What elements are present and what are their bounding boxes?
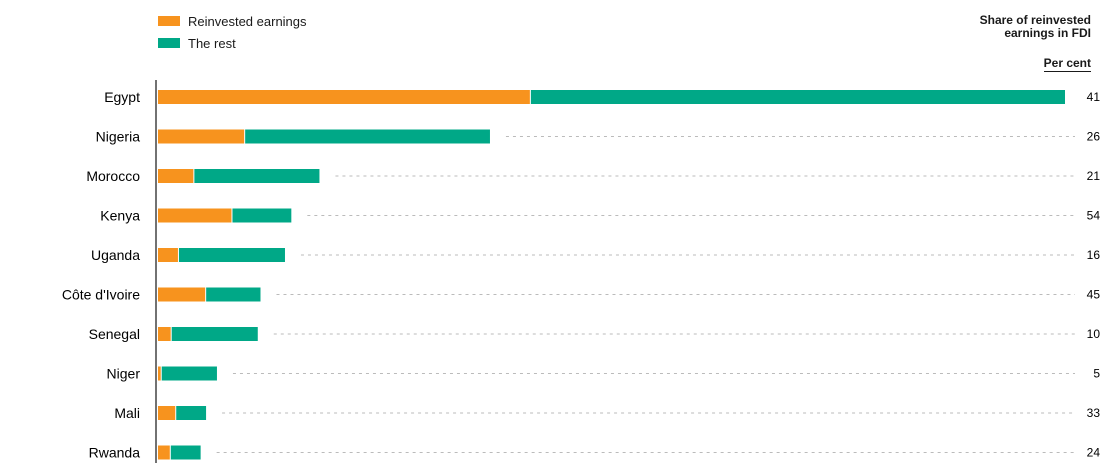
share-column-title-line2: earnings in FDI bbox=[1004, 26, 1091, 40]
bar-reinvested bbox=[158, 248, 178, 262]
bar-rest bbox=[161, 366, 217, 381]
category-label: Mali bbox=[114, 405, 140, 421]
bar-reinvested bbox=[158, 287, 206, 302]
bar-rest bbox=[170, 445, 201, 460]
share-value-label: 33 bbox=[1087, 406, 1101, 420]
legend-swatch-rest bbox=[158, 38, 180, 48]
bar-reinvested bbox=[158, 90, 530, 104]
category-label: Egypt bbox=[104, 89, 140, 105]
bar-reinvested bbox=[158, 208, 232, 223]
bar-rest bbox=[194, 169, 320, 183]
share-value-label: 24 bbox=[1087, 446, 1101, 460]
share-value-label: 10 bbox=[1087, 327, 1101, 341]
bar-rest bbox=[206, 287, 261, 302]
legend: Reinvested earnings The rest bbox=[158, 10, 307, 54]
share-column-unit: Per cent bbox=[1043, 56, 1091, 72]
category-label: Rwanda bbox=[89, 445, 141, 461]
bar-rest bbox=[176, 406, 207, 420]
bar-reinvested bbox=[158, 406, 176, 420]
legend-item-reinvested: Reinvested earnings bbox=[158, 10, 307, 32]
share-value-label: 21 bbox=[1087, 169, 1101, 183]
bar-rest bbox=[178, 248, 285, 262]
bar-reinvested bbox=[158, 445, 170, 460]
share-value-label: 54 bbox=[1087, 209, 1101, 223]
share-value-label: 45 bbox=[1087, 288, 1101, 302]
share-column-title: Share of reinvested earnings in FDI bbox=[980, 14, 1091, 40]
bar-reinvested bbox=[158, 129, 245, 144]
legend-label-rest: The rest bbox=[188, 35, 236, 51]
bar-rest bbox=[245, 129, 490, 144]
share-value-label: 5 bbox=[1093, 367, 1100, 381]
legend-swatch-reinvested bbox=[158, 16, 180, 26]
share-value-label: 16 bbox=[1087, 248, 1101, 262]
share-value-label: 41 bbox=[1087, 90, 1101, 104]
bar-rest bbox=[530, 90, 1065, 104]
category-label: Kenya bbox=[100, 208, 140, 224]
legend-item-rest: The rest bbox=[158, 32, 307, 54]
legend-label-reinvested: Reinvested earnings bbox=[188, 13, 307, 29]
share-value-label: 26 bbox=[1087, 130, 1101, 144]
bar-reinvested bbox=[158, 169, 194, 183]
category-label: Côte d'Ivoire bbox=[62, 287, 140, 303]
category-label: Niger bbox=[107, 366, 141, 382]
share-column-title-line1: Share of reinvested bbox=[979, 13, 1091, 27]
bar-reinvested bbox=[158, 327, 171, 341]
category-label: Nigeria bbox=[96, 129, 141, 145]
category-label: Uganda bbox=[91, 247, 140, 263]
category-label: Senegal bbox=[89, 326, 140, 342]
bar-reinvested bbox=[158, 366, 161, 381]
bar-rest bbox=[171, 327, 258, 341]
bar-rest bbox=[232, 208, 292, 223]
category-label: Morocco bbox=[86, 168, 140, 184]
